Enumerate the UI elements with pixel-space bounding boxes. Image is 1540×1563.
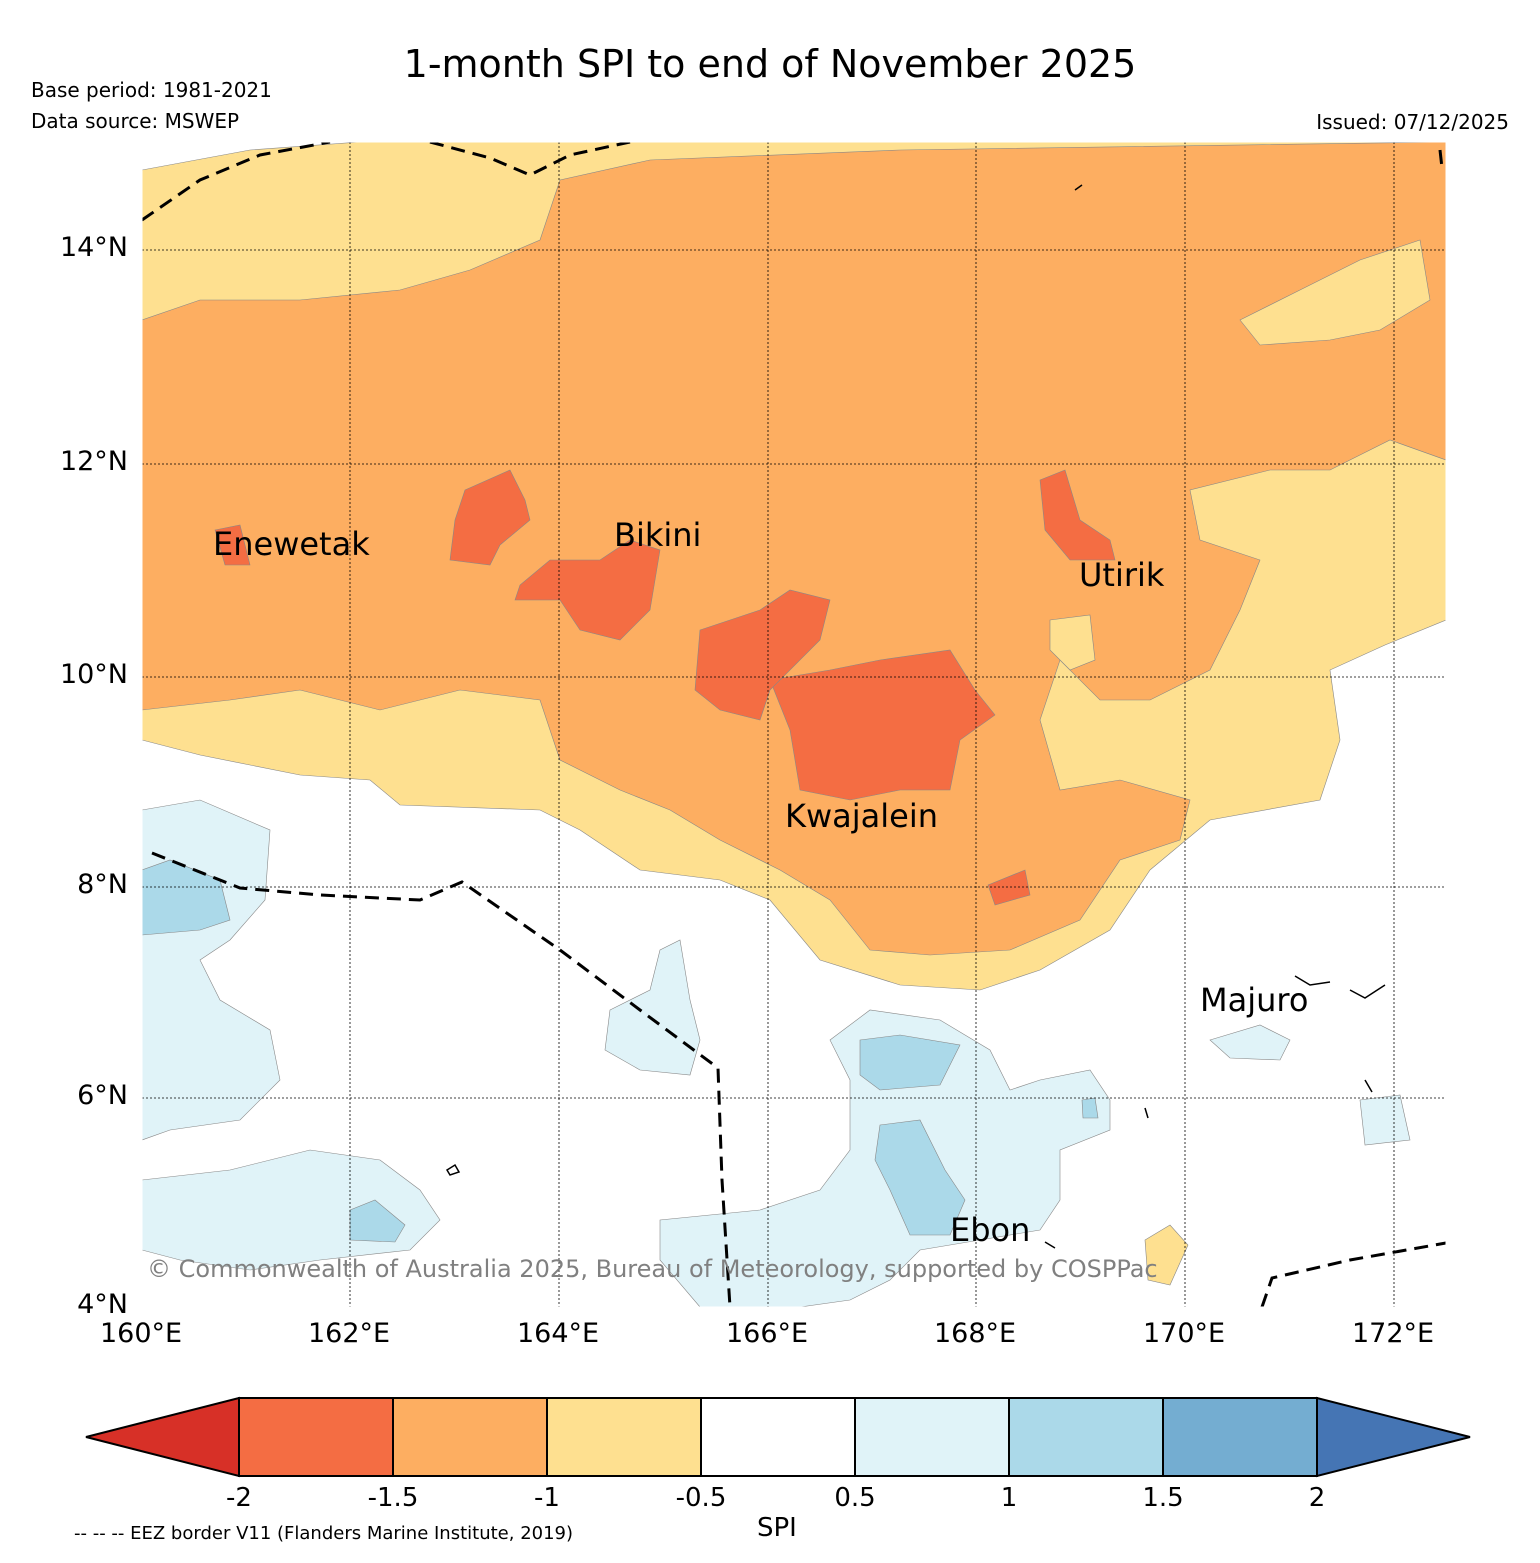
spi-region-dry-mild (1144, 1224, 1189, 1286)
colorbar-title: SPI (757, 1513, 797, 1543)
colorbar-label: -2 (226, 1483, 252, 1513)
map-field (142, 142, 1446, 1307)
lat-tick: 4°N (77, 1289, 128, 1320)
spi-region-wet-moderate (142, 859, 231, 936)
spi-region-wet-moderate (859, 1034, 961, 1091)
spi-region-dry-severe (214, 524, 251, 566)
colorbar-label: 1.5 (1142, 1483, 1184, 1513)
lon-tick: 170°E (1143, 1318, 1226, 1349)
lon-tick: 162°E (308, 1318, 391, 1349)
spi-region-dry-moderate (142, 142, 1446, 956)
colorbar-segment (546, 1397, 702, 1477)
colorbar-segment (238, 1397, 394, 1477)
lon-tick: 172°E (1352, 1318, 1435, 1349)
lat-tick: 6°N (77, 1080, 128, 1111)
place-label-utirik: Utirik (1079, 556, 1165, 594)
spi-region-wet-moderate (1081, 1097, 1099, 1119)
spi-region-wet-mild (604, 939, 701, 1076)
lon-tick: 164°E (517, 1318, 600, 1349)
colorbar-segment (854, 1397, 1010, 1477)
lon-tick: 168°E (934, 1318, 1017, 1349)
place-label-ebon: Ebon (950, 1211, 1031, 1249)
colorbar-segment (1008, 1397, 1164, 1477)
island-outlines (445, 184, 1386, 1249)
map-title: 1-month SPI to end of November 2025 (403, 42, 1137, 86)
colorbar-label: -1.5 (367, 1483, 419, 1513)
colorbar-segment (1162, 1397, 1318, 1477)
lon-tick: 166°E (726, 1318, 809, 1349)
spi-region-dry-severe (694, 589, 831, 721)
lat-tick: 14°N (59, 232, 128, 263)
place-label-majuro: Majuro (1200, 981, 1309, 1019)
graticule (142, 142, 1446, 1307)
spi-region-dry-severe (514, 539, 661, 641)
eez-border-note: -- -- -- EEZ border V11 (Flanders Marine… (74, 1523, 574, 1544)
place-label-bikini: Bikini (614, 516, 702, 554)
lat-tick: 8°N (77, 869, 128, 900)
colorbar-extend-low (85, 1396, 240, 1478)
colorbar-segment (700, 1397, 856, 1477)
colorbar-label: 2 (1308, 1483, 1326, 1513)
issued-date: Issued: 07/12/2025 (1316, 110, 1509, 134)
place-label-enewetak: Enewetak (213, 525, 370, 563)
spi-region-wet-moderate (874, 1119, 966, 1236)
eez-border (142, 142, 1446, 1307)
lat-tick: 10°N (59, 659, 128, 690)
spi-region-wet-mild (1359, 1094, 1411, 1146)
spi-region-dry-mild (1239, 239, 1431, 346)
colorbar-label: 0.5 (834, 1483, 876, 1513)
place-label-kwajalein: Kwajalein (785, 797, 939, 835)
base-period: Base period: 1981-2021 (31, 78, 272, 102)
colorbar-extend-high (1316, 1396, 1471, 1478)
lat-tick: 12°N (59, 446, 128, 477)
lon-tick: 160°E (100, 1318, 183, 1349)
map-frame (141, 141, 1447, 1308)
spi-region-dry-severe (1039, 469, 1116, 561)
colorbar (85, 1396, 1471, 1478)
colorbar-label: -0.5 (675, 1483, 727, 1513)
copyright-notice: © Commonwealth of Australia 2025, Bureau… (147, 1255, 1158, 1283)
spi-region-dry-severe (987, 869, 1031, 906)
spi-region-dry-severe (769, 649, 996, 801)
colorbar-label: -1 (534, 1483, 560, 1513)
colorbar-segment (392, 1397, 548, 1477)
spi-region-wet-mild (1209, 1024, 1291, 1061)
colorbar-label: 1 (1000, 1483, 1018, 1513)
data-source: Data source: MSWEP (31, 109, 240, 133)
spi-region-dry-mild (1049, 614, 1096, 671)
spi-region-dry-severe (449, 469, 531, 566)
